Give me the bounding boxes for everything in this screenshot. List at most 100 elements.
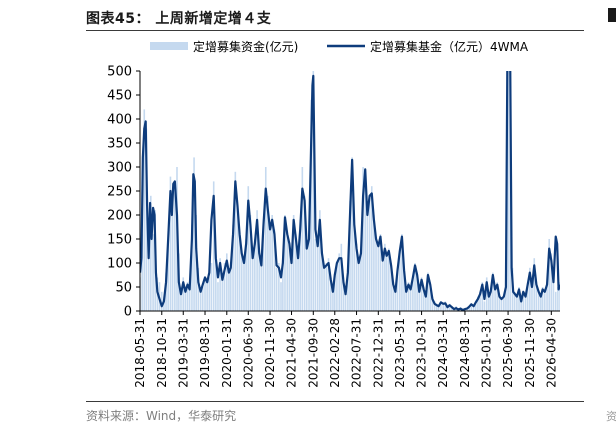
bar — [245, 239, 247, 311]
bar — [498, 296, 501, 311]
bar — [188, 287, 191, 311]
bar — [533, 258, 536, 311]
bar — [433, 301, 436, 311]
bar — [347, 267, 349, 311]
y-tick-label: 400 — [107, 113, 132, 128]
bar — [282, 258, 284, 311]
bar — [243, 263, 245, 311]
bar — [210, 263, 213, 311]
bar — [240, 253, 243, 311]
bar — [325, 263, 328, 311]
bar — [284, 215, 286, 311]
bar — [186, 282, 189, 311]
bar — [212, 181, 215, 311]
bar — [554, 291, 557, 311]
edge-mark-text: 资 — [606, 410, 616, 423]
bar — [351, 157, 353, 311]
bar — [477, 296, 479, 311]
source-note: 资料来源：Wind，华泰研究 — [86, 409, 237, 423]
x-tick-label: 2022-12-31 — [371, 318, 385, 388]
bar — [223, 263, 226, 311]
bar — [336, 263, 338, 311]
bar — [368, 195, 371, 311]
bar — [390, 263, 392, 311]
bar — [288, 243, 291, 311]
bar — [303, 195, 306, 311]
bar — [550, 253, 553, 311]
bar — [338, 253, 340, 311]
bar — [377, 243, 380, 311]
bar — [262, 219, 265, 311]
bar — [435, 303, 438, 311]
x-tick-label: 2021-04-30 — [285, 318, 299, 388]
bar — [275, 267, 278, 311]
bar — [503, 296, 505, 311]
bar — [541, 287, 544, 311]
bar — [437, 306, 440, 311]
chart: 定增募集资金(亿元) 定增募集基金（亿元）4WMA 0 50 100 150 200 250… — [107, 39, 560, 388]
bar — [507, 71, 509, 311]
bar — [228, 272, 230, 311]
bar — [267, 195, 269, 311]
bar — [375, 239, 377, 311]
legend-bar-swatch — [150, 42, 188, 50]
bar — [225, 253, 228, 311]
bar — [197, 267, 200, 311]
y-tick-label: 300 — [107, 161, 132, 176]
bar — [221, 277, 224, 311]
bar — [247, 186, 250, 311]
x-tick-label: 2023-10-31 — [415, 318, 429, 388]
bar — [431, 296, 434, 311]
x-tick-label: 2018-10-31 — [155, 318, 169, 388]
bar — [474, 301, 477, 311]
bar — [344, 291, 347, 311]
bar — [232, 224, 234, 311]
bar — [479, 291, 481, 311]
bar — [238, 234, 241, 311]
bar — [145, 128, 148, 311]
bar — [500, 299, 503, 311]
bar — [308, 234, 310, 311]
x-tick-label: 2019-08-31 — [198, 318, 212, 388]
bar — [301, 167, 304, 311]
line-4wma — [140, 71, 560, 311]
bar — [401, 234, 403, 311]
bar — [489, 291, 492, 311]
y-tick-label: 450 — [107, 89, 132, 104]
bar — [167, 239, 169, 311]
bar — [513, 291, 516, 311]
x-tick-label: 2025-01-31 — [480, 318, 494, 388]
y-tick-label: 100 — [107, 257, 132, 272]
bar — [429, 282, 432, 311]
bar — [399, 248, 401, 311]
x-tick-label: 2022-07-31 — [350, 318, 364, 388]
bar — [543, 291, 546, 311]
bar — [559, 282, 560, 311]
bar — [520, 301, 522, 311]
bar — [290, 258, 293, 311]
bar — [286, 234, 289, 311]
bar — [236, 205, 239, 311]
bar-series — [140, 71, 560, 311]
bar — [384, 243, 386, 311]
bar — [260, 263, 263, 311]
x-tick-label: 2024-03-31 — [436, 318, 450, 388]
x-tick-label: 2023-05-31 — [393, 318, 407, 388]
bar — [381, 258, 384, 311]
bar — [254, 239, 256, 311]
bar — [505, 287, 507, 311]
bar — [537, 291, 540, 311]
bar — [416, 272, 418, 311]
bar — [396, 267, 399, 311]
bar — [312, 71, 315, 311]
x-tick-label: 2020-01-31 — [220, 318, 234, 388]
bar — [152, 234, 154, 311]
bar — [229, 267, 232, 311]
bar — [392, 282, 395, 311]
bar — [526, 282, 529, 311]
legend-line-label: 定增募集基金（亿元）4WMA — [370, 39, 529, 54]
bar — [321, 253, 323, 311]
bar — [342, 277, 345, 311]
bar — [160, 291, 163, 311]
bar — [524, 296, 527, 311]
